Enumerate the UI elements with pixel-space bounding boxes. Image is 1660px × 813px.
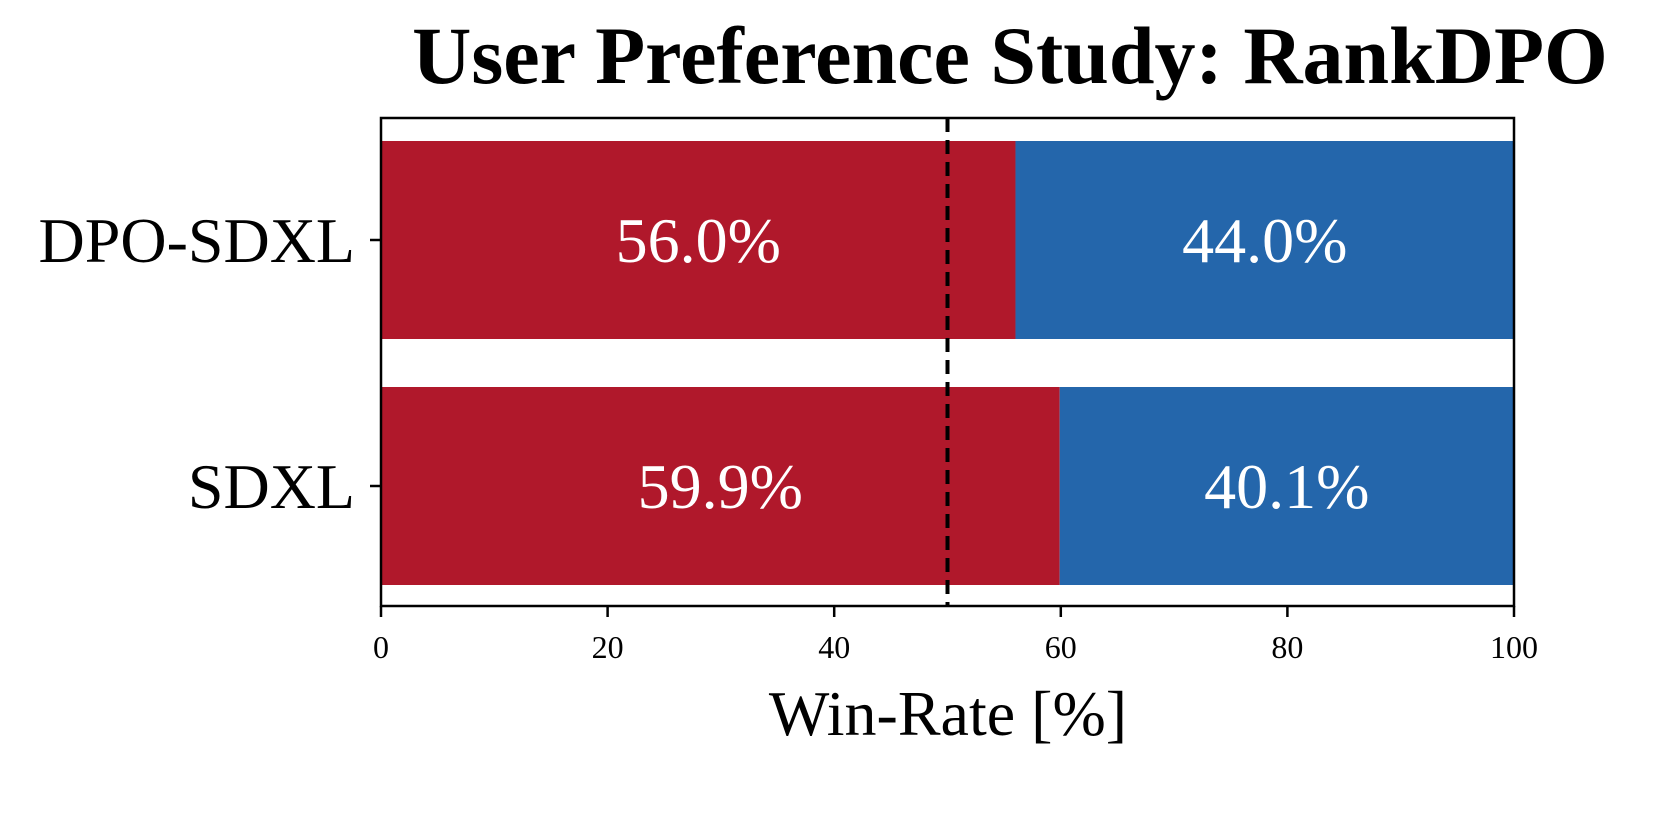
x-tick-label-0: 0 <box>373 629 389 665</box>
x-axis: 0 20 40 60 80 100 <box>373 606 1538 665</box>
x-tick-label-80: 80 <box>1271 629 1303 665</box>
x-tick-label-100: 100 <box>1490 629 1538 665</box>
bar-label-dpo-sdxl-segment-1: 56.0% <box>616 205 781 276</box>
x-axis-label: Win-Rate [%] <box>769 678 1127 749</box>
x-tick-label-60: 60 <box>1045 629 1077 665</box>
bar-sdxl-segment-2 <box>1059 387 1514 585</box>
bar-label-sdxl-segment-2: 40.1% <box>1204 451 1369 522</box>
plot-frame <box>379 116 1516 608</box>
bar-dpo-sdxl-segment-1 <box>381 141 1016 339</box>
y-tick-label-sdxl: SDXL <box>188 451 355 522</box>
bar-labels-layer: 56.0% 44.0% 59.9% 40.1% <box>616 205 1370 522</box>
chart-title: User Preference Study: RankDPO <box>412 10 1608 101</box>
bars-layer <box>381 141 1514 585</box>
x-tick-label-20: 20 <box>592 629 624 665</box>
y-tick-label-dpo-sdxl: DPO-SDXL <box>39 205 355 276</box>
bar-dpo-sdxl-segment-2 <box>1015 141 1514 339</box>
bar-sdxl-segment-1 <box>381 387 1060 585</box>
bar-label-dpo-sdxl-segment-2: 44.0% <box>1182 205 1347 276</box>
x-tick-label-40: 40 <box>818 629 850 665</box>
y-axis: DPO-SDXL SDXL <box>39 205 381 522</box>
bar-label-sdxl-segment-1: 59.9% <box>638 451 803 522</box>
